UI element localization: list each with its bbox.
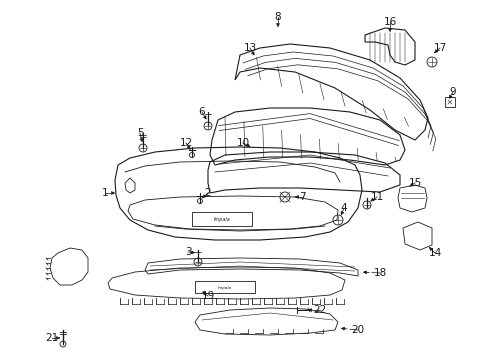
Text: 19: 19 bbox=[201, 291, 214, 301]
Text: 9: 9 bbox=[449, 87, 455, 97]
Text: Impala: Impala bbox=[218, 286, 231, 290]
Text: 2: 2 bbox=[204, 188, 211, 198]
Text: 21: 21 bbox=[45, 333, 59, 343]
Text: 18: 18 bbox=[373, 268, 386, 278]
Text: 14: 14 bbox=[427, 248, 441, 258]
Text: 7: 7 bbox=[298, 192, 305, 202]
Text: 3: 3 bbox=[184, 247, 191, 257]
Text: 10: 10 bbox=[236, 138, 249, 148]
Text: 6: 6 bbox=[198, 107, 205, 117]
Text: 17: 17 bbox=[432, 43, 446, 53]
Text: 8: 8 bbox=[274, 12, 281, 22]
Text: 5: 5 bbox=[137, 128, 143, 138]
Text: 1: 1 bbox=[102, 188, 108, 198]
Text: 11: 11 bbox=[369, 192, 383, 202]
Text: 16: 16 bbox=[383, 17, 396, 27]
Text: 22: 22 bbox=[313, 305, 326, 315]
Text: 12: 12 bbox=[179, 138, 192, 148]
Text: 13: 13 bbox=[243, 43, 256, 53]
Text: 20: 20 bbox=[351, 325, 364, 335]
Text: 15: 15 bbox=[407, 178, 421, 188]
Text: 4: 4 bbox=[340, 203, 346, 213]
Text: Impala: Impala bbox=[213, 217, 230, 222]
